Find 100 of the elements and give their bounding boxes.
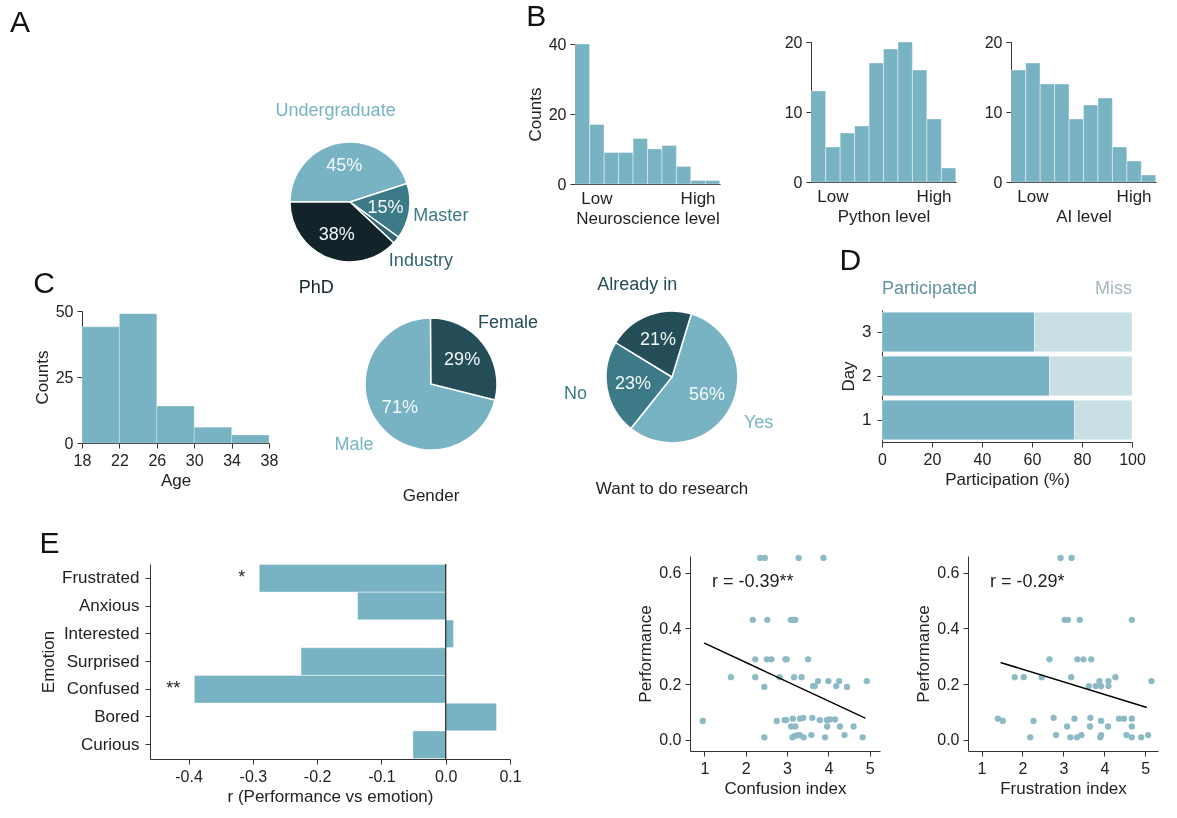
slice-label: Master — [413, 205, 469, 226]
x-tick-label: 0.0 — [435, 767, 458, 785]
y-axis-title: Day — [839, 360, 859, 392]
y-tick-label: 0.2 — [937, 675, 960, 693]
x-tick-label: 38 — [260, 451, 279, 469]
annotation: r = -0.29* — [990, 571, 1065, 591]
y-tick-label: 0.2 — [659, 675, 682, 693]
y-axis-title: Counts — [32, 350, 52, 405]
y-tick-label: 10 — [784, 103, 803, 121]
y-tick-label: 0 — [557, 175, 567, 193]
x-tick-label: Low — [581, 188, 614, 208]
data-label: 45% — [326, 155, 363, 176]
text: A — [10, 5, 31, 38]
y-tick-label: 50 — [55, 302, 74, 320]
y-tick-label: 40 — [548, 35, 567, 53]
x-tick-label: 3 — [1059, 759, 1069, 777]
y-tick-label: Frustrated — [62, 568, 140, 588]
y-tick-label: 0.0 — [659, 731, 682, 749]
chart-title: B — [526, 0, 547, 32]
y-tick-label: Surprised — [66, 651, 140, 671]
text: Want to do research — [595, 479, 749, 498]
chart-title: D — [839, 243, 862, 276]
x-axis-title: Confusion index — [724, 778, 847, 798]
y-tick-label: 0 — [993, 173, 1003, 191]
y-tick-label: 25 — [55, 368, 74, 386]
slice-label: No — [563, 383, 587, 404]
y-axis-title: Performance — [636, 605, 656, 703]
slice-label: Female — [478, 312, 539, 333]
x-tick-label: 5 — [1141, 759, 1151, 777]
data-label: 38% — [318, 224, 355, 245]
x-tick-label: 34 — [223, 451, 242, 469]
y-tick-label: 1 — [862, 410, 872, 429]
y-tick-label: Anxious — [79, 596, 140, 616]
x-tick-label: 1 — [700, 759, 710, 777]
x-tick-label: -0.1 — [368, 767, 396, 785]
y-axis-title: Emotion — [39, 630, 59, 694]
slice-label: Undergraduate — [275, 100, 396, 121]
slice-label: Yes — [744, 411, 774, 432]
x-tick-label: 30 — [185, 451, 204, 469]
slice-label: Male — [334, 433, 374, 454]
y-axis-title: Counts — [525, 87, 545, 142]
y-axis-title: Performance — [914, 605, 934, 703]
y-tick-label: 20 — [548, 105, 567, 123]
y-tick-label: 0.6 — [937, 564, 960, 582]
series-label: Participated — [882, 278, 978, 298]
y-tick-label: 3 — [862, 322, 872, 341]
slice-label: PhD — [298, 276, 334, 297]
x-tick-label: Low — [817, 186, 850, 206]
x-axis-title: AI level — [1056, 206, 1112, 226]
slice-label: Industry — [388, 249, 453, 270]
x-tick-label: 5 — [865, 759, 875, 777]
x-tick-label: 18 — [73, 451, 92, 469]
y-tick-label: 0.6 — [659, 564, 682, 582]
y-tick-label: 0.4 — [937, 619, 960, 637]
y-tick-label: Interested — [63, 623, 140, 643]
data-label: 23% — [614, 372, 652, 393]
annotation: r = -0.39** — [712, 571, 794, 591]
x-axis-title: Age — [160, 470, 192, 490]
annotation: ** — [166, 678, 181, 699]
x-tick-label: 20 — [923, 450, 942, 468]
x-tick-label: 0.1 — [499, 767, 522, 785]
data-label: 15% — [367, 196, 404, 217]
x-tick-label: 2 — [741, 759, 751, 777]
x-tick-label: 100 — [1119, 450, 1146, 468]
chart-title: C — [33, 266, 55, 299]
y-tick-label: Bored — [94, 706, 140, 726]
x-tick-label: 4 — [824, 759, 834, 777]
x-tick-label: 26 — [148, 451, 167, 469]
data-label: 21% — [639, 328, 676, 349]
chart-title: E — [39, 526, 60, 560]
x-axis-title: Participation (%) — [945, 469, 1070, 489]
text: Gender — [402, 486, 460, 505]
y-tick-label: 0 — [793, 173, 803, 191]
annotation: * — [238, 567, 246, 588]
x-tick-label: 40 — [973, 450, 992, 468]
y-tick-label: 20 — [984, 33, 1003, 51]
x-tick-label: -0.4 — [175, 767, 203, 785]
y-tick-label: Confused — [66, 679, 140, 699]
x-axis-title: Neuroscience level — [576, 208, 720, 228]
x-tick-label: 4 — [1100, 759, 1110, 777]
slice-label: Already in — [597, 274, 678, 295]
y-tick-label: 20 — [784, 33, 803, 51]
x-axis-title: Python level — [837, 206, 931, 226]
x-tick-label: -0.2 — [303, 767, 332, 785]
x-tick-label: 22 — [111, 451, 129, 469]
y-tick-label: 0.0 — [937, 731, 960, 749]
x-axis-title: Frustration index — [1000, 778, 1128, 798]
data-label: 71% — [381, 397, 418, 418]
y-tick-label: 2 — [862, 366, 872, 385]
x-tick-label: High — [1116, 186, 1152, 206]
x-tick-label: 60 — [1023, 450, 1042, 468]
y-tick-label: 0 — [64, 434, 74, 452]
x-tick-label: 2 — [1018, 759, 1028, 777]
x-tick-label: 80 — [1073, 450, 1092, 468]
y-tick-label: 0.4 — [659, 619, 682, 637]
y-tick-label: Curious — [80, 734, 140, 754]
x-tick-label: High — [916, 186, 952, 206]
y-tick-label: 10 — [984, 103, 1003, 121]
data-label: 29% — [444, 348, 481, 369]
x-tick-label: High — [680, 188, 716, 208]
